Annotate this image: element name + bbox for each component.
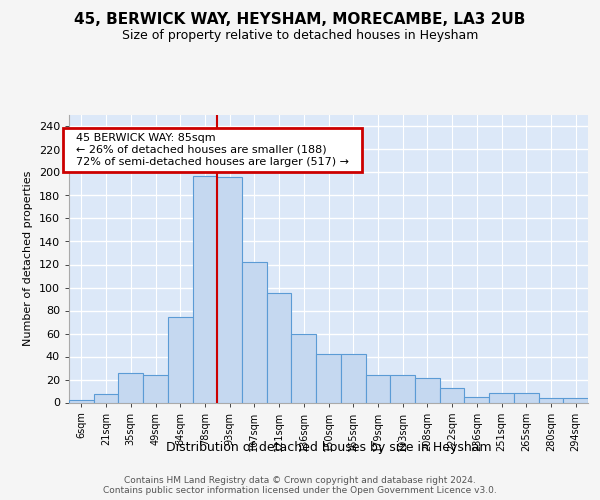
Bar	[143, 375, 168, 402]
Bar	[539, 398, 563, 402]
Text: 45 BERWICK WAY: 85sqm
  ← 26% of detached houses are smaller (188)
  72% of semi: 45 BERWICK WAY: 85sqm ← 26% of detached …	[69, 134, 356, 166]
Bar	[193, 176, 217, 402]
Bar	[464, 397, 489, 402]
Bar	[514, 394, 539, 402]
Bar	[292, 334, 316, 402]
Bar	[267, 293, 292, 403]
Bar	[69, 400, 94, 402]
Bar	[563, 398, 588, 402]
Text: Contains public sector information licensed under the Open Government Licence v3: Contains public sector information licen…	[103, 486, 497, 495]
Bar	[118, 372, 143, 402]
Bar	[94, 394, 118, 402]
Bar	[415, 378, 440, 402]
Bar	[365, 375, 390, 402]
Bar	[316, 354, 341, 403]
Text: 45, BERWICK WAY, HEYSHAM, MORECAMBE, LA3 2UB: 45, BERWICK WAY, HEYSHAM, MORECAMBE, LA3…	[74, 12, 526, 28]
Text: Size of property relative to detached houses in Heysham: Size of property relative to detached ho…	[122, 29, 478, 42]
Bar	[489, 394, 514, 402]
Text: Contains HM Land Registry data © Crown copyright and database right 2024.: Contains HM Land Registry data © Crown c…	[124, 476, 476, 485]
Y-axis label: Number of detached properties: Number of detached properties	[23, 171, 33, 346]
Bar	[440, 388, 464, 402]
Text: Distribution of detached houses by size in Heysham: Distribution of detached houses by size …	[166, 441, 491, 454]
Bar	[242, 262, 267, 402]
Bar	[168, 318, 193, 402]
Bar	[217, 177, 242, 402]
Bar	[341, 354, 365, 403]
Bar	[390, 375, 415, 402]
